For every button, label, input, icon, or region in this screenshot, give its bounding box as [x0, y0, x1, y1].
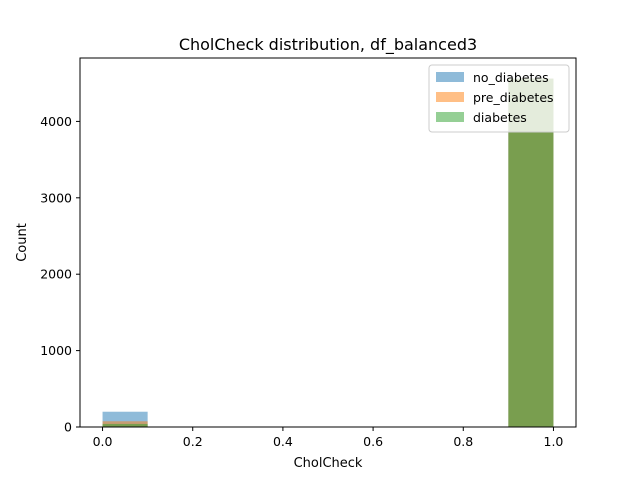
legend-label-diabetes: diabetes: [473, 110, 527, 125]
x-tick-label: 1.0: [544, 434, 564, 449]
y-tick-label: 1000: [40, 343, 72, 358]
bar-diabetes-bin-0: [102, 423, 148, 427]
y-axis-label: Count: [15, 223, 30, 262]
chart-title: CholCheck distribution, df_balanced3: [179, 35, 477, 55]
legend-label-pre_diabetes: pre_diabetes: [473, 90, 554, 105]
x-axis-label: CholCheck: [294, 456, 363, 471]
x-axis-ticks: 0.0 0.2 0.4 0.6 0.8 1.0: [93, 427, 564, 449]
legend-label-no_diabetes: no_diabetes: [473, 70, 549, 85]
y-tick-label: 3000: [40, 190, 72, 205]
legend: no_diabetes pre_diabetes diabetes: [428, 64, 570, 133]
y-tick-label: 0: [64, 420, 72, 435]
plot-frame: [79, 57, 577, 428]
x-tick-label: 0.6: [363, 434, 383, 449]
y-tick-label: 4000: [40, 114, 72, 129]
x-tick-label: 0.4: [273, 434, 293, 449]
x-tick-label: 0.8: [453, 434, 473, 449]
y-axis-ticks: 0 1000 2000 3000 4000: [40, 114, 80, 435]
bars-layer: [102, 78, 554, 428]
y-tick-label: 2000: [40, 267, 72, 282]
legend-swatch-diabetes: [436, 112, 464, 122]
legend-swatch-pre_diabetes: [436, 92, 464, 102]
x-tick-label: 0.0: [93, 434, 113, 449]
bar-diabetes-bin-1: [508, 78, 554, 428]
x-tick-label: 0.2: [183, 434, 203, 449]
legend-swatch-no_diabetes: [436, 72, 464, 82]
